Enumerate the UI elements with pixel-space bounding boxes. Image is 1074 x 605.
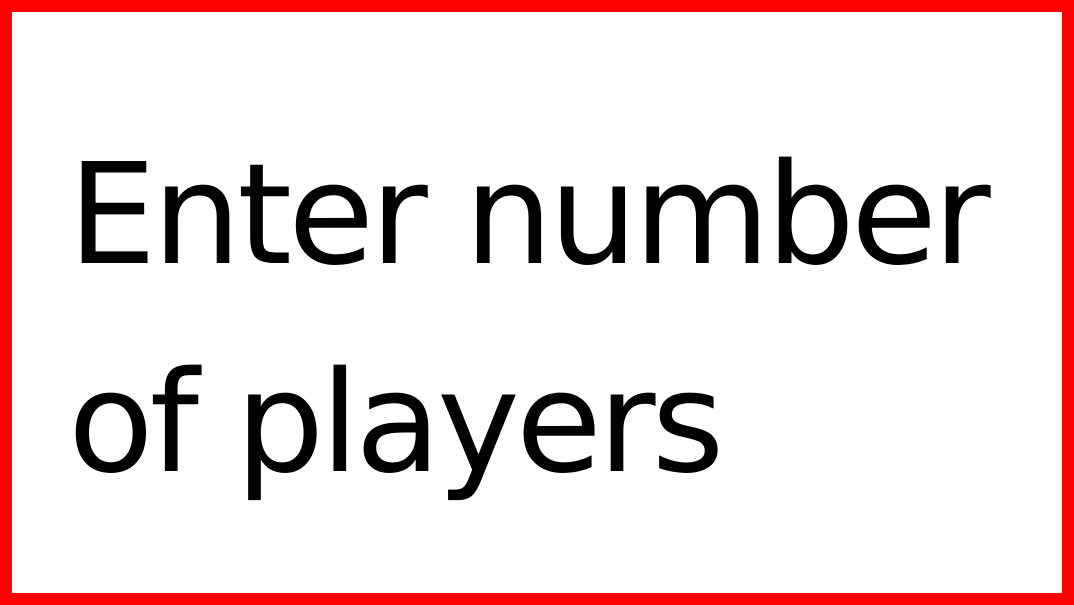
prompt-line-1: Enter number [68,134,991,297]
prompt-line-2: of players [68,342,724,505]
player-count-prompt: Enter number of players [68,112,1068,528]
